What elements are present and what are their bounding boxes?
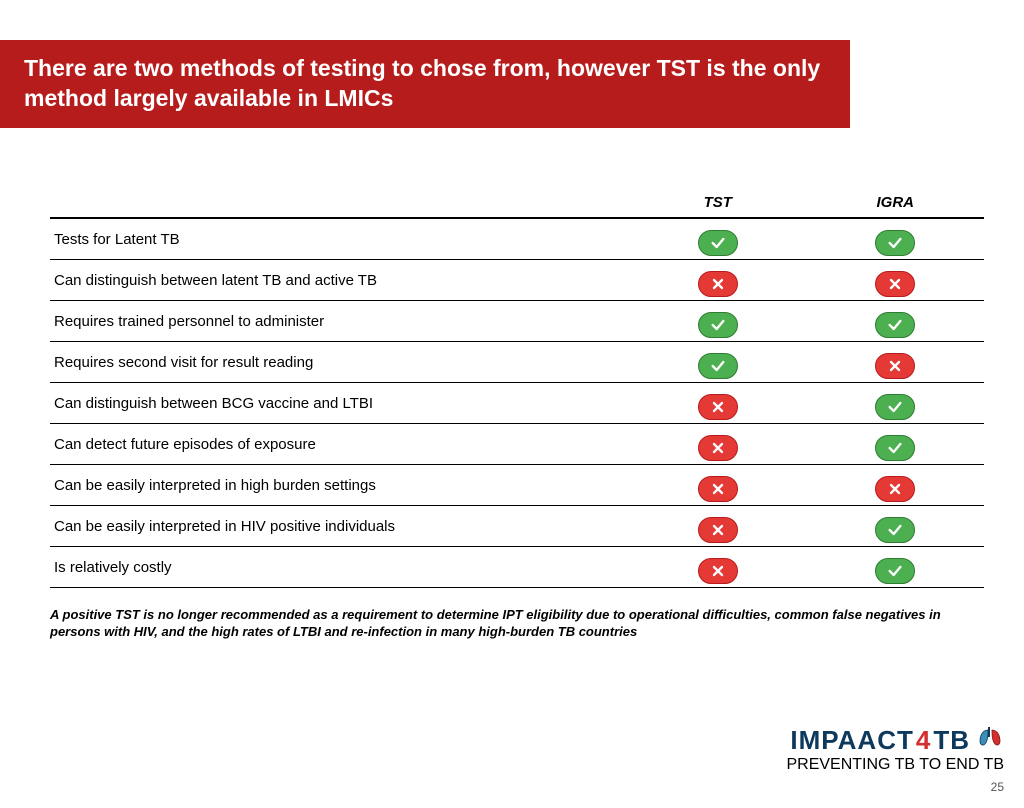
table-row: Is relatively costly [50, 546, 984, 587]
col-header-igra: IGRA [807, 188, 984, 218]
igra-cell [807, 341, 984, 382]
slide-title: There are two methods of testing to chos… [0, 40, 850, 128]
comparison-table-container: TST IGRA Tests for Latent TBCan distingu… [50, 188, 984, 588]
row-label: Can be easily interpreted in high burden… [50, 464, 629, 505]
row-label: Is relatively costly [50, 546, 629, 587]
cross-icon [875, 476, 915, 502]
logo-part3: TB [933, 725, 970, 756]
table-row: Can distinguish between BCG vaccine and … [50, 382, 984, 423]
check-icon [875, 558, 915, 584]
check-icon [698, 230, 738, 256]
row-label: Can be easily interpreted in HIV positiv… [50, 505, 629, 546]
logo-tagline: PREVENTING TB TO END TB [786, 756, 1004, 774]
tst-cell [629, 464, 806, 505]
igra-cell [807, 546, 984, 587]
col-header-blank [50, 188, 629, 218]
table-row: Can detect future episodes of exposure [50, 423, 984, 464]
table-row: Requires trained personnel to administer [50, 300, 984, 341]
slide-footer: IMPAACT4TB PREVENTING TB TO END TB 25 [786, 725, 1004, 794]
row-label: Requires trained personnel to administer [50, 300, 629, 341]
tst-cell [629, 341, 806, 382]
check-icon [875, 230, 915, 256]
cross-icon [875, 353, 915, 379]
cross-icon [698, 271, 738, 297]
table-row: Tests for Latent TB [50, 218, 984, 260]
col-header-tst: TST [629, 188, 806, 218]
lungs-icon [976, 725, 1004, 756]
row-label: Can detect future episodes of exposure [50, 423, 629, 464]
table-row: Can distinguish between latent TB and ac… [50, 259, 984, 300]
row-label: Tests for Latent TB [50, 218, 629, 260]
logo-part2: 4 [916, 725, 931, 756]
igra-cell [807, 300, 984, 341]
row-label: Can distinguish between latent TB and ac… [50, 259, 629, 300]
check-icon [875, 517, 915, 543]
page-number: 25 [786, 780, 1004, 794]
tst-cell [629, 423, 806, 464]
check-icon [698, 353, 738, 379]
cross-icon [698, 517, 738, 543]
tst-cell [629, 300, 806, 341]
check-icon [875, 435, 915, 461]
igra-cell [807, 505, 984, 546]
tst-cell [629, 505, 806, 546]
table-row: Can be easily interpreted in high burden… [50, 464, 984, 505]
cross-icon [875, 271, 915, 297]
igra-cell [807, 259, 984, 300]
tst-cell [629, 259, 806, 300]
cross-icon [698, 558, 738, 584]
igra-cell [807, 423, 984, 464]
check-icon [875, 394, 915, 420]
table-row: Can be easily interpreted in HIV positiv… [50, 505, 984, 546]
tst-cell [629, 218, 806, 260]
cross-icon [698, 394, 738, 420]
igra-cell [807, 382, 984, 423]
tst-cell [629, 546, 806, 587]
igra-cell [807, 218, 984, 260]
igra-cell [807, 464, 984, 505]
row-label: Can distinguish between BCG vaccine and … [50, 382, 629, 423]
check-icon [698, 312, 738, 338]
cross-icon [698, 435, 738, 461]
row-label: Requires second visit for result reading [50, 341, 629, 382]
table-row: Requires second visit for result reading [50, 341, 984, 382]
check-icon [875, 312, 915, 338]
impaact4tb-logo: IMPAACT4TB [790, 725, 1004, 756]
logo-part1: IMPAACT [790, 725, 914, 756]
cross-icon [698, 476, 738, 502]
comparison-table: TST IGRA Tests for Latent TBCan distingu… [50, 188, 984, 588]
footnote-text: A positive TST is no longer recommended … [50, 606, 960, 641]
tst-cell [629, 382, 806, 423]
